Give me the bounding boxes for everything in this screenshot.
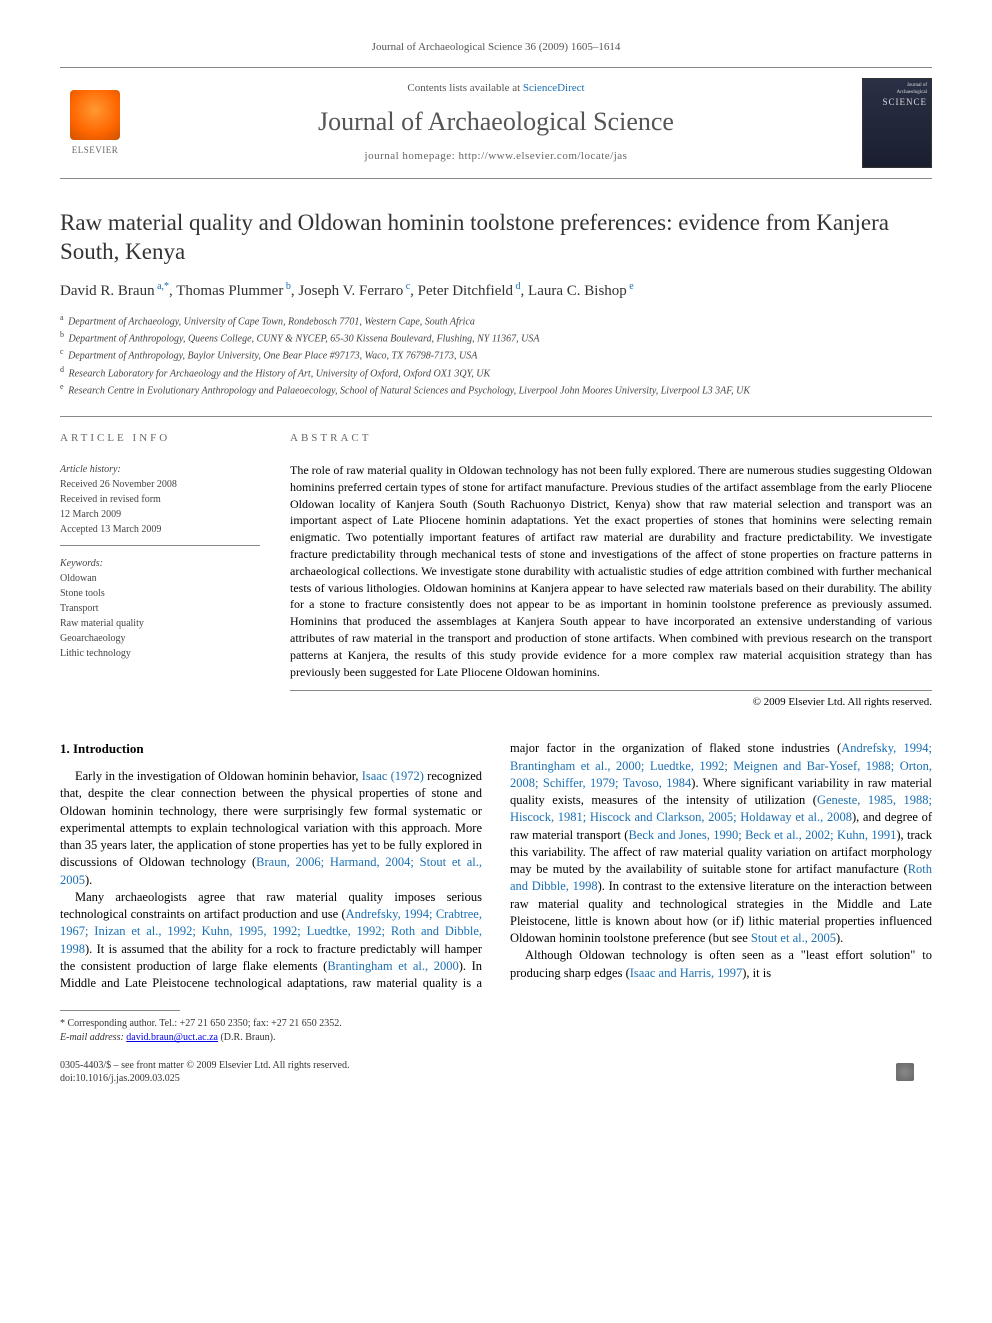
history-line: 12 March 2009 (60, 507, 260, 522)
journal-name: Journal of Archaeological Science (145, 104, 847, 139)
corr-email-link[interactable]: david.braun@uct.ac.za (126, 1032, 218, 1043)
homepage-url[interactable]: http://www.elsevier.com/locate/jas (458, 150, 627, 162)
section-heading-1: 1. Introduction (60, 740, 482, 758)
history-label: Article history: (60, 462, 260, 477)
abstract-text: The role of raw material quality in Oldo… (290, 462, 932, 691)
author-list: David R. Braun a,*, Thomas Plummer b, Jo… (60, 280, 932, 301)
cover-text-big: SCIENCE (882, 96, 927, 108)
footer-front-matter: 0305-4403/$ – see front matter © 2009 El… (60, 1059, 349, 1072)
history-line: Received 26 November 2008 (60, 477, 260, 492)
author-name-link[interactable]: Peter Ditchfield (418, 283, 513, 299)
keywords-label: Keywords: (60, 556, 260, 571)
citation-link[interactable]: Beck and Jones, 1990; Beck et al., 2002;… (628, 828, 896, 842)
author-affil-marker: d (513, 281, 521, 292)
author: Joseph V. Ferraro c (298, 283, 410, 299)
author-name-link[interactable]: Thomas Plummer (176, 283, 283, 299)
keyword: Geoarchaeology (60, 631, 260, 646)
running-citation: Journal of Archaeological Science 36 (20… (60, 40, 932, 55)
author-name-link[interactable]: Joseph V. Ferraro (298, 283, 403, 299)
affiliation-line: c Department of Anthropology, Baylor Uni… (60, 346, 932, 363)
author-affil-marker: e (627, 281, 634, 292)
elsevier-tree-icon (896, 1063, 914, 1081)
citation-link[interactable]: Stout et al., 2005 (751, 931, 836, 945)
elsevier-tree-icon (70, 90, 120, 140)
article-info-heading: ARTICLE INFO (60, 431, 260, 446)
email-who: (D.R. Braun). (220, 1032, 275, 1043)
author-affil-marker: c (403, 281, 410, 292)
citation-link[interactable]: Brantingham et al., 2000 (327, 959, 458, 973)
masthead: ELSEVIER Contents lists available at Sci… (60, 67, 932, 179)
cover-text-small: Journal of (907, 83, 927, 90)
citation-link[interactable]: Isaac and Harris, 1997 (630, 966, 742, 980)
abstract-copyright: © 2009 Elsevier Ltd. All rights reserved… (290, 695, 932, 710)
footnote-separator (60, 1010, 180, 1011)
keyword: Lithic technology (60, 646, 260, 661)
affiliation-line: a Department of Archaeology, University … (60, 312, 932, 329)
p3-post: ), it is (742, 966, 771, 980)
author-affil-marker: b (283, 281, 291, 292)
body-para-1: Early in the investigation of Oldowan ho… (60, 768, 482, 889)
author: Thomas Plummer b (176, 283, 291, 299)
affiliation-list: a Department of Archaeology, University … (60, 312, 932, 399)
history-line: Accepted 13 March 2009 (60, 522, 260, 537)
keyword: Oldowan (60, 571, 260, 586)
body-para-3: Although Oldowan technology is often see… (510, 947, 932, 982)
body-text: 1. Introduction Early in the investigati… (60, 740, 932, 992)
affiliation-marker: d (60, 365, 64, 374)
affiliation-marker: a (60, 313, 64, 322)
article-title: Raw material quality and Oldowan hominin… (60, 209, 932, 267)
keyword: Stone tools (60, 586, 260, 601)
page-footer: 0305-4403/$ – see front matter © 2009 El… (60, 1059, 932, 1085)
contents-prefix: Contents lists available at (407, 82, 522, 94)
footer-doi: doi:10.1016/j.jas.2009.03.025 (60, 1072, 349, 1085)
affiliation-line: b Department of Anthropology, Queens Col… (60, 329, 932, 346)
email-label: E-mail address: (60, 1032, 124, 1043)
abstract-heading: ABSTRACT (290, 431, 932, 446)
contents-available-line: Contents lists available at ScienceDirec… (145, 81, 847, 96)
p1-post: ). (85, 873, 92, 887)
journal-homepage-line: journal homepage: http://www.elsevier.co… (145, 149, 847, 164)
affiliation-line: e Research Centre in Evolutionary Anthro… (60, 381, 932, 398)
author-affil-marker: a,* (155, 281, 169, 292)
elsevier-footer-logo (877, 1063, 932, 1085)
affiliation-marker: e (60, 382, 64, 391)
affiliation-marker: b (60, 330, 64, 339)
citation-link[interactable]: Isaac (1972) (362, 769, 424, 783)
corresponding-author-footnote: * Corresponding author. Tel.: +27 21 650… (60, 1017, 932, 1045)
article-history-block: Article history: Received 26 November 20… (60, 462, 260, 546)
cover-text-mid: Archaeological (896, 90, 927, 97)
history-line: Received in revised form (60, 492, 260, 507)
author: David R. Braun a,* (60, 283, 169, 299)
corr-author-line: * Corresponding author. Tel.: +27 21 650… (60, 1017, 932, 1031)
p1-pre: Early in the investigation of Oldowan ho… (75, 769, 362, 783)
author: Peter Ditchfield d (418, 283, 521, 299)
author-name-link[interactable]: David R. Braun (60, 283, 155, 299)
author-name-link[interactable]: Laura C. Bishop (528, 283, 627, 299)
elsevier-logo: ELSEVIER (60, 83, 130, 163)
affiliation-marker: c (60, 347, 64, 356)
author: Laura C. Bishop e (528, 283, 634, 299)
affiliation-line: d Research Laboratory for Archaeology an… (60, 364, 932, 381)
p2-post: ). (836, 931, 843, 945)
homepage-prefix: journal homepage: (365, 150, 459, 162)
publisher-name: ELSEVIER (72, 144, 119, 156)
keyword: Transport (60, 601, 260, 616)
keyword: Raw material quality (60, 616, 260, 631)
keywords-block: Keywords: OldowanStone toolsTransportRaw… (60, 556, 260, 661)
journal-cover-thumbnail: Journal of Archaeological SCIENCE (862, 78, 932, 168)
sciencedirect-link[interactable]: ScienceDirect (523, 82, 585, 94)
